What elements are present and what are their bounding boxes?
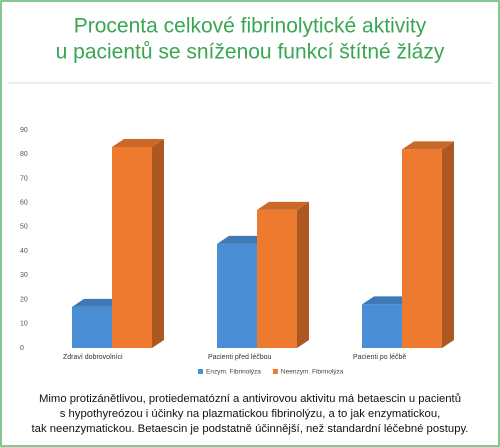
bar (217, 243, 257, 348)
bar (72, 306, 112, 348)
y-tick-label: 0 (20, 345, 24, 352)
bar-top (72, 298, 124, 307)
y-tick-label: 50 (20, 224, 28, 231)
bar-side (152, 138, 164, 348)
y-tick-label: 90 (20, 127, 28, 134)
bar-side (442, 141, 454, 348)
bar (402, 149, 442, 348)
legend-swatch (272, 369, 278, 374)
x-tick-label: Pacienti po léčbě (353, 354, 406, 361)
y-tick-label: 10 (20, 321, 28, 328)
legend-label: Enzym. Fibrinolýza (206, 369, 261, 376)
caption: s hypothyreózou i účinky na plazmatickou… (60, 408, 441, 420)
y-tick-label: 20 (20, 296, 28, 303)
x-tick-label: Zdraví dobrovolníci (63, 354, 123, 361)
caption: tak neenzymatickou. Betaescin je podstat… (32, 423, 469, 435)
bar (257, 209, 297, 348)
bar-top (257, 201, 309, 210)
bar-top (402, 141, 454, 150)
y-tick-label: 40 (20, 248, 28, 255)
bar-top (217, 235, 269, 244)
y-tick-label: 80 (20, 151, 28, 158)
x-tick-label: Pacienti před léčbou (208, 354, 272, 361)
y-tick-label: 60 (20, 200, 28, 207)
y-tick-label: 30 (20, 272, 28, 279)
chart-title: u pacientů se sníženou funkcí štítné žlá… (56, 41, 445, 64)
bar-top (112, 138, 164, 147)
bar-top (362, 296, 414, 305)
caption: Mimo protizánětlivou, protiedematózní a … (39, 393, 461, 405)
legend-swatch (198, 369, 203, 374)
y-tick-label: 70 (20, 175, 28, 182)
bar-side (297, 201, 309, 348)
chart-title: Procenta celkové fibrinolytické aktivity (74, 15, 427, 38)
bar (362, 304, 402, 348)
bar (112, 146, 152, 348)
legend-label: Neenzym. Fibrinolýza (281, 369, 344, 376)
